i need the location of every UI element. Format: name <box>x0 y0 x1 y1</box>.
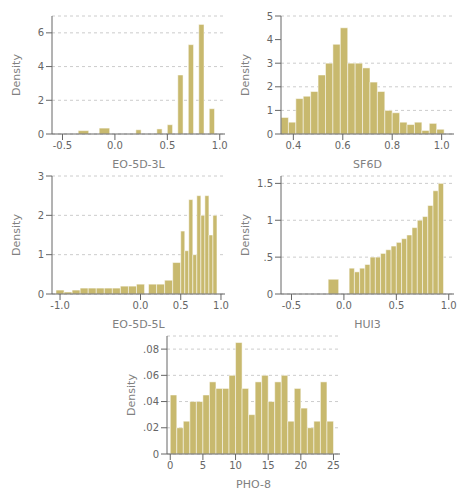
svg-text:0.8: 0.8 <box>384 140 400 151</box>
svg-text:2: 2 <box>38 95 44 106</box>
svg-text:Density: Density <box>10 54 23 96</box>
svg-text:HUI3: HUI3 <box>354 318 381 328</box>
svg-text:0: 0 <box>152 449 158 460</box>
svg-text:1.5: 1.5 <box>257 178 273 189</box>
svg-text:4: 4 <box>267 34 273 45</box>
svg-text:3: 3 <box>267 58 273 69</box>
svg-text:0: 0 <box>267 129 273 140</box>
svg-text:.06: .06 <box>143 370 159 381</box>
svg-text:EQ-5D-3L: EQ-5D-3L <box>112 158 165 168</box>
svg-text:3: 3 <box>38 171 44 182</box>
svg-text:SF6D: SF6D <box>353 158 382 168</box>
svg-text:0: 0 <box>167 460 173 471</box>
svg-text:0: 0 <box>267 289 273 300</box>
svg-text:0.4: 0.4 <box>285 140 301 151</box>
svg-text:.02: .02 <box>143 422 159 433</box>
svg-text:.5: .5 <box>263 252 273 263</box>
svg-text:0.0: 0.0 <box>107 140 123 151</box>
svg-text:15: 15 <box>261 460 274 471</box>
svg-text:1: 1 <box>38 249 44 260</box>
svg-text:-0.5: -0.5 <box>282 300 302 311</box>
svg-text:Density: Density <box>124 374 137 416</box>
svg-text:1: 1 <box>267 215 273 226</box>
svg-text:1.0: 1.0 <box>212 140 228 151</box>
svg-text:0: 0 <box>38 289 44 300</box>
svg-text:1.0: 1.0 <box>434 140 450 151</box>
svg-text:4: 4 <box>38 61 44 72</box>
svg-text:Density: Density <box>239 54 252 96</box>
svg-text:6: 6 <box>38 27 44 38</box>
svg-text:25: 25 <box>327 460 340 471</box>
svg-text:1: 1 <box>267 105 273 116</box>
svg-text:EQ-5D-5L: EQ-5D-5L <box>112 318 165 328</box>
svg-text:-0.5: -0.5 <box>53 140 73 151</box>
svg-text:0.0: 0.0 <box>133 300 149 311</box>
svg-text:0.0: 0.0 <box>336 300 352 311</box>
svg-text:0.6: 0.6 <box>335 140 351 151</box>
svg-text:5: 5 <box>199 460 205 471</box>
svg-text:Density: Density <box>10 214 23 256</box>
svg-text:1.0: 1.0 <box>441 300 457 311</box>
svg-text:2: 2 <box>267 81 273 92</box>
svg-text:.04: .04 <box>143 396 159 407</box>
svg-text:0.5: 0.5 <box>173 300 189 311</box>
svg-text:20: 20 <box>294 460 307 471</box>
svg-text:5: 5 <box>267 11 273 22</box>
svg-text:0: 0 <box>38 129 44 140</box>
svg-text:PHQ-8: PHQ-8 <box>236 478 271 488</box>
svg-text:2: 2 <box>38 210 44 221</box>
svg-text:0.5: 0.5 <box>159 140 175 151</box>
svg-text:0.5: 0.5 <box>388 300 404 311</box>
svg-text:10: 10 <box>229 460 242 471</box>
svg-text:-1.0: -1.0 <box>50 300 70 311</box>
svg-text:.08: .08 <box>143 344 159 355</box>
svg-text:Density: Density <box>239 214 252 256</box>
svg-text:1.0: 1.0 <box>213 300 229 311</box>
